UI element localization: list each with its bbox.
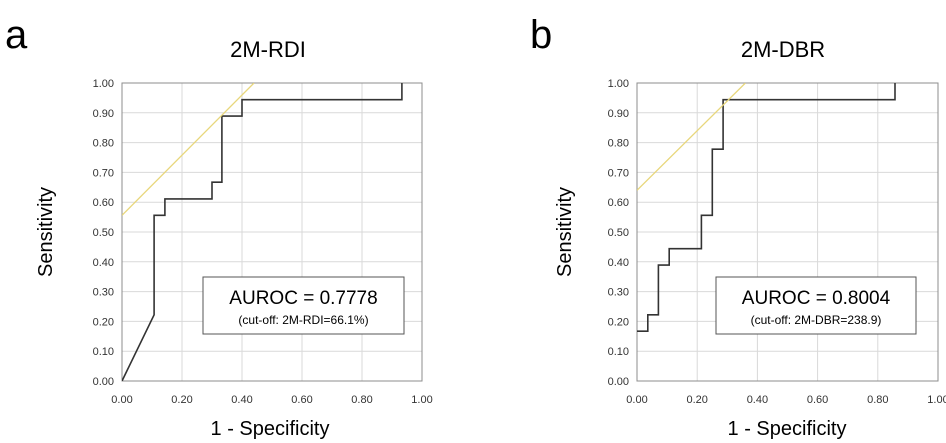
x-tick-label: 0.00 [626, 394, 647, 406]
auroc-box [715, 276, 917, 335]
auroc-box [202, 276, 405, 335]
x-tick-label: 0.60 [291, 394, 312, 406]
y-axis-label: Sensitivity [35, 187, 57, 277]
y-tick-label: 0.40 [608, 257, 629, 269]
gridlines [636, 82, 939, 382]
chart-title: 2M-RDI [230, 37, 306, 62]
y-tick-label: 0.80 [93, 138, 114, 150]
plot-frame [121, 82, 423, 382]
y-tick-label: 0.70 [608, 167, 629, 179]
x-tick-label: 0.40 [747, 394, 768, 406]
y-tick-label: 1.00 [608, 78, 629, 90]
panel-label: a [5, 13, 28, 57]
y-tick-label: 0.30 [93, 287, 114, 299]
chart-title: 2M-DBR [741, 37, 825, 62]
cutoff-label: (cut-off: 2M-DBR=238.9) [751, 313, 882, 327]
x-tick-label: 0.40 [231, 394, 252, 406]
y-tick-label: 0.50 [93, 227, 114, 239]
tangent-line [637, 83, 746, 191]
x-tick-label: 0.60 [807, 394, 828, 406]
roc-panel-a: a 2M-RDI 0.00 0.20 0.40 0.60 0.80 1.00 0.00 0.10 0… [5, 13, 433, 440]
roc-curve [122, 83, 403, 381]
y-tick-label: 0.00 [608, 376, 629, 388]
x-tick-label: 0.80 [351, 394, 372, 406]
y-tick-label: 0.00 [93, 376, 114, 388]
y-tick-label: 0.80 [608, 138, 629, 150]
y-tick-label: 0.60 [608, 197, 629, 209]
y-tick-label: 0.20 [608, 316, 629, 328]
y-tick-label: 0.30 [608, 287, 629, 299]
gridlines [121, 82, 423, 382]
x-tick-label: 1.00 [927, 394, 946, 406]
y-tick-label: 0.40 [93, 257, 114, 269]
x-tick-label: 0.80 [867, 394, 888, 406]
x-tick-label: 1.00 [411, 394, 432, 406]
y-tick-label: 0.70 [93, 167, 114, 179]
roc-curve [637, 83, 896, 333]
y-tick-label: 0.20 [93, 316, 114, 328]
y-tick-label: 0.60 [93, 197, 114, 209]
roc-panel-b: b 2M-DBR 0.00 0.20 0.40 0.60 0.80 1.00 0.00 0.10 0… [530, 13, 946, 440]
y-tick-label: 0.90 [608, 108, 629, 120]
x-axis-label: 1 - Specificity [728, 418, 847, 440]
y-tick-label: 1.00 [93, 78, 114, 90]
y-tick-label: 0.10 [93, 346, 114, 358]
y-tick-label: 0.90 [93, 108, 114, 120]
y-tick-label: 0.10 [608, 346, 629, 358]
x-tick-label: 0.20 [171, 394, 192, 406]
plot-frame [636, 82, 939, 382]
panel-label: b [530, 13, 552, 57]
x-axis-label: 1 - Specificity [211, 418, 330, 440]
auroc-value: AUROC = 0.7778 [229, 288, 377, 309]
x-tick-label: 0.00 [111, 394, 132, 406]
auroc-value: AUROC = 0.8004 [742, 288, 891, 309]
y-axis-label: Sensitivity [554, 187, 576, 277]
tangent-line [122, 83, 255, 216]
y-tick-label: 0.50 [608, 227, 629, 239]
cutoff-label: (cut-off: 2M-RDI=66.1%) [238, 313, 368, 327]
x-tick-label: 0.20 [686, 394, 707, 406]
